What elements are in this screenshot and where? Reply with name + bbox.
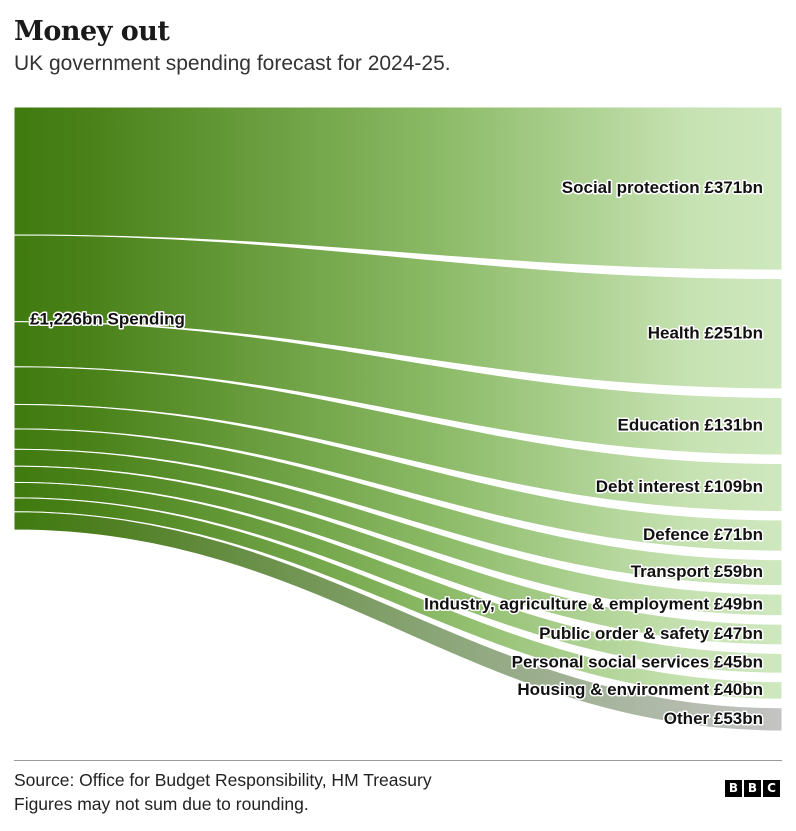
bbc-logo-letter: B: [744, 780, 761, 797]
flow-band: [13, 106, 783, 271]
bbc-logo-letter: B: [725, 780, 742, 797]
source-note: Source: Office for Budget Responsibility…: [14, 770, 432, 790]
flow-band: [13, 428, 783, 587]
flow-band: [13, 321, 783, 456]
sankey-chart: Social protection £371bn Health £251bn Edu…: [13, 106, 783, 732]
flow-band: [13, 448, 783, 617]
flow-band: [13, 366, 783, 512]
flow-label: Other £53bn: [664, 709, 763, 728]
flow-label: Education £131bn: [618, 416, 763, 435]
flow-label: Public order & safety £47bn: [539, 624, 763, 643]
chart-title: Money out: [14, 16, 170, 47]
bbc-logo: B B C: [725, 780, 780, 797]
flow-label: Transport £59bn: [631, 562, 763, 581]
flow-label: Personal social services £45bn: [512, 653, 763, 672]
source-label: £1,226bn Spending: [30, 309, 185, 328]
flow-label: Debt interest £109bn: [596, 477, 763, 496]
flow-band: [13, 497, 783, 700]
flow-band: [13, 465, 783, 646]
flow-label: Housing & environment £40bn: [517, 680, 763, 699]
chart-subtitle: UK government spending forecast for 2024…: [14, 52, 451, 75]
sankey-labels: Social protection £371bn Health £251bn Edu…: [29, 177, 765, 730]
sankey-flows: [13, 106, 783, 732]
bbc-logo-letter: C: [763, 780, 780, 797]
chart-footer: Source: Office for Budget Responsibility…: [14, 768, 432, 816]
flow-label: Social protection £371bn: [562, 178, 763, 197]
rounding-note: Figures may not sum due to rounding.: [14, 794, 309, 814]
flow-band: [13, 511, 783, 732]
footer-divider: [14, 760, 782, 761]
flow-band: [13, 481, 783, 674]
flow-band: [13, 403, 783, 552]
flow-label: Health £251bn: [648, 323, 763, 342]
flow-label: Industry, agriculture & employment £49bn: [424, 594, 763, 613]
flow-band: [13, 234, 783, 390]
flow-label: Defence £71bn: [643, 525, 763, 544]
